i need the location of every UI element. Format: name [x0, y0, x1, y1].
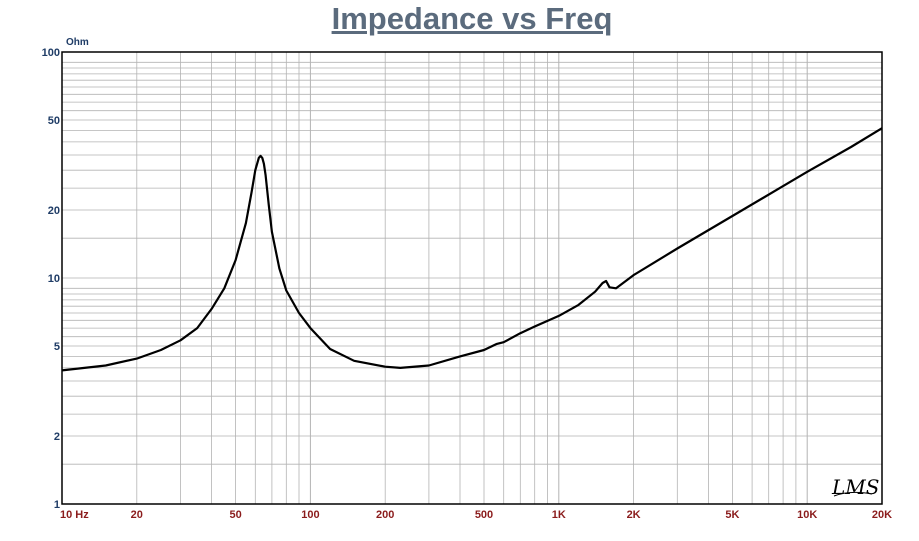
- x-tick-label: 2K: [627, 509, 641, 521]
- x-tick-labels: 10 Hz 20 50 100 200 500 1K 2K 5K 10K 20K: [60, 509, 892, 521]
- x-tick-label: 10 Hz: [60, 509, 89, 521]
- y-axis-label: Ohm: [66, 37, 89, 48]
- y-tick-label: 10: [48, 273, 60, 285]
- x-tick-label: 10K: [797, 509, 817, 521]
- y-tick-label: 2: [54, 431, 60, 443]
- plot-frame: [61, 51, 883, 505]
- x-tick-label: 50: [229, 509, 241, 521]
- y-tick-label: 5: [54, 341, 60, 353]
- chart-title: Impedance vs Freq: [331, 1, 613, 36]
- lms-logo: LMS: [831, 475, 879, 499]
- x-tick-label: 1K: [552, 509, 566, 521]
- lms-logo-text: LMS: [831, 475, 879, 499]
- x-tick-label: 100: [301, 509, 319, 521]
- y-tick-label: 1: [54, 499, 60, 511]
- logo-flourish: [833, 491, 873, 497]
- x-tick-label: 5K: [725, 509, 739, 521]
- x-tick-label: 200: [376, 509, 394, 521]
- y-tick-label: 20: [48, 205, 60, 217]
- impedance-curve: [61, 127, 883, 372]
- x-tick-label: 20K: [872, 509, 892, 521]
- y-tick-label: 100: [42, 47, 60, 59]
- grid-lines: [61, 52, 883, 505]
- x-tick-label: 500: [475, 509, 493, 521]
- y-tick-labels: 1 2 5 10 20 50 100: [42, 47, 60, 511]
- y-tick-label: 50: [48, 115, 60, 127]
- x-tick-label: 20: [131, 509, 143, 521]
